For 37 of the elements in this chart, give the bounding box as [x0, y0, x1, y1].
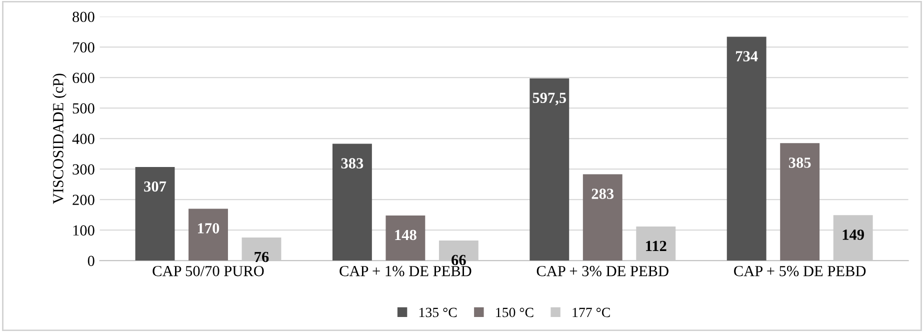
- x-tick-label: CAP + 1% DE PEBD: [340, 266, 472, 276]
- bar: [582, 174, 622, 261]
- bar: [135, 166, 175, 261]
- x-tick-label: CAP + 3% DE PEBD: [536, 266, 668, 276]
- y-tick-label: 200: [72, 194, 94, 206]
- y-axis-title: VISCOSIDADE (cP): [52, 74, 66, 204]
- bar: [726, 36, 766, 261]
- data-label: 149: [842, 230, 864, 240]
- legend-label: 150 °C: [496, 308, 534, 318]
- y-tick-label: 500: [72, 103, 94, 114]
- x-tick-label: CAP 50/70 PURO: [152, 266, 264, 276]
- y-tick-label: 700: [73, 42, 94, 53]
- data-label: 112: [646, 240, 666, 251]
- data-label: 734: [736, 51, 758, 62]
- bar: [386, 215, 426, 261]
- data-label: 383: [341, 158, 364, 168]
- y-tick-label: 800: [72, 12, 94, 22]
- data-label: 385: [788, 158, 811, 168]
- data-label: 76: [254, 252, 269, 262]
- data-label: 66: [452, 254, 466, 266]
- x-tick-label: CAP + 5% DE PEBD: [734, 266, 866, 276]
- y-tick-label: 400: [72, 134, 94, 144]
- bar: [332, 144, 372, 261]
- y-tick-label: 0: [88, 256, 94, 266]
- data-label: 148: [395, 230, 416, 240]
- legend-label: 135 °C: [419, 308, 457, 318]
- y-tick-label: 300: [72, 164, 94, 175]
- y-tick-label: 100: [73, 225, 94, 236]
- data-label: 597,5: [532, 92, 566, 106]
- bar: [188, 208, 228, 261]
- bar: [780, 143, 820, 261]
- bar: [530, 78, 570, 261]
- data-label: 170: [198, 223, 220, 234]
- y-tick-label: 600: [72, 72, 94, 84]
- data-label: 283: [592, 188, 614, 199]
- legend-label: 177 °C: [572, 308, 610, 318]
- data-label: 307: [144, 181, 166, 192]
